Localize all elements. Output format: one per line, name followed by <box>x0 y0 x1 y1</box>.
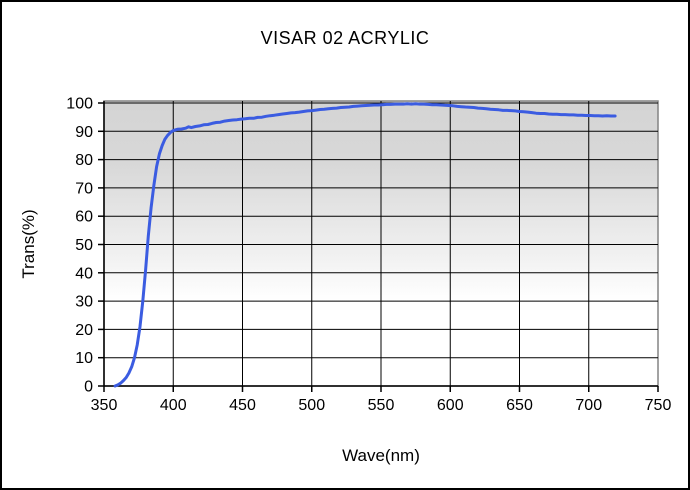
x-tick-label: 750 <box>645 397 672 414</box>
y-tick-label: 90 <box>75 124 93 141</box>
y-tick-label: 100 <box>66 96 93 113</box>
y-tick-label: 50 <box>75 237 93 254</box>
y-tick-label: 60 <box>75 209 93 226</box>
x-tick-label: 550 <box>368 397 395 414</box>
y-tick-label: 80 <box>75 152 93 169</box>
y-tick-label: 70 <box>75 180 93 197</box>
x-tick-label: 600 <box>437 397 464 414</box>
y-tick-label: 20 <box>75 322 93 339</box>
x-tick-label: 700 <box>575 397 602 414</box>
x-axis-title: Wave(nm) <box>342 446 420 465</box>
x-tick-label: 450 <box>229 397 256 414</box>
y-tick-label: 10 <box>75 350 93 367</box>
x-tick-label: 400 <box>160 397 187 414</box>
x-tick-label: 650 <box>506 397 533 414</box>
y-tick-label: 40 <box>75 265 93 282</box>
y-tick-label: 0 <box>84 379 93 396</box>
transmission-curve <box>113 102 617 388</box>
y-tick-label: 30 <box>75 294 93 311</box>
y-axis-title: Trans(%) <box>19 209 38 279</box>
x-tick-label: 500 <box>298 397 325 414</box>
x-tick-label: 350 <box>91 397 118 414</box>
chart-title: VISAR 02 ACRYLIC <box>260 28 430 48</box>
